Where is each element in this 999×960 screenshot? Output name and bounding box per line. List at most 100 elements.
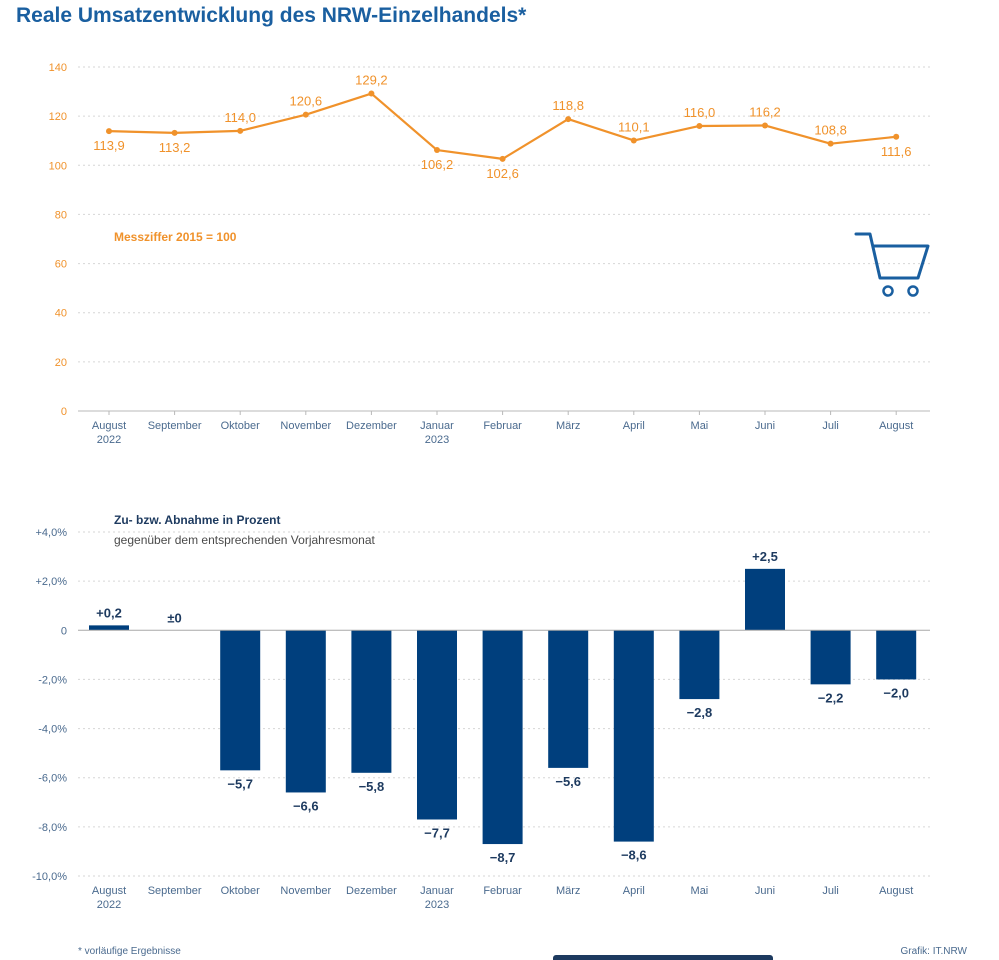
data-point [368, 90, 375, 97]
cart-wheel [882, 285, 894, 297]
bar [548, 630, 589, 768]
x-tick-label: August [879, 885, 913, 897]
bar-chart-title: Zu- bzw. Abnahme in Prozent [114, 513, 280, 527]
data-point [696, 122, 703, 129]
x-tick-label: Februar [483, 885, 522, 897]
x-tick-sublabel: 2023 [425, 434, 449, 446]
bar [351, 630, 392, 773]
x-tick-label: November [280, 420, 331, 432]
x-tick-sublabel: 2022 [97, 434, 121, 446]
bar [679, 630, 720, 700]
y-tick-label: 0 [61, 625, 67, 637]
data-label: −2,8 [687, 705, 713, 720]
x-tick-label: September [148, 885, 202, 897]
y-tick-label: -6,0% [38, 773, 67, 785]
data-label: 102,6 [486, 166, 519, 181]
x-tick-label: Mai [691, 885, 709, 897]
x-tick-label: Juni [755, 885, 775, 897]
y-tick-label: 80 [55, 209, 67, 221]
data-point [565, 116, 572, 123]
y-tick-label: 0 [61, 406, 67, 418]
y-tick-label: 60 [55, 259, 67, 271]
x-tick-label: September [148, 420, 202, 432]
x-tick-sublabel: 2023 [425, 899, 449, 911]
bar [285, 630, 326, 793]
x-tick-sublabel: 2022 [97, 899, 121, 911]
y-tick-label: +2,0% [36, 576, 68, 588]
x-tick-label: Mai [691, 420, 709, 432]
data-point [893, 133, 900, 140]
footer-bar [553, 955, 773, 960]
data-label: 116,0 [684, 105, 716, 120]
data-point [499, 155, 506, 162]
index-annotation: Messziffer 2015 = 100 [114, 230, 237, 244]
y-tick-label: +4,0% [36, 527, 68, 539]
data-label: 120,6 [290, 94, 323, 109]
x-tick-label: März [556, 420, 580, 432]
data-label: 106,2 [421, 157, 454, 172]
data-label: −2,0 [883, 685, 909, 700]
data-point [630, 137, 637, 144]
x-tick-label: Oktober [221, 420, 260, 432]
data-label: −5,8 [359, 779, 385, 794]
bar [876, 630, 917, 680]
x-tick-label: Dezember [346, 885, 397, 897]
x-tick-label: August [879, 420, 913, 432]
data-point [302, 111, 309, 118]
data-label: 129,2 [355, 73, 388, 88]
footnote: * vorläufige Ergebnisse [78, 946, 181, 957]
y-tick-label: -10,0% [32, 871, 67, 883]
x-tick-label: November [280, 885, 331, 897]
x-tick-label: April [623, 885, 645, 897]
x-tick-label: Juli [822, 420, 839, 432]
data-point [762, 122, 768, 129]
source-credit: Grafik: IT.NRW [900, 946, 967, 957]
data-point [237, 127, 244, 134]
data-label: 116,2 [749, 104, 781, 119]
bar [482, 630, 523, 845]
series-line [108, 92, 897, 160]
x-tick-label: Juli [822, 885, 839, 897]
data-label: 113,2 [159, 140, 191, 155]
data-label: 113,9 [93, 138, 125, 153]
bar [613, 630, 654, 842]
y-tick-label: -2,0% [38, 674, 67, 686]
cart-basket [854, 232, 930, 280]
data-point [171, 129, 178, 136]
data-label: −7,7 [424, 825, 450, 840]
y-tick-label: 20 [55, 357, 67, 369]
y-tick-label: 140 [49, 62, 67, 74]
y-tick-label: 40 [55, 308, 67, 320]
cart-wheel [907, 285, 919, 297]
shopping-cart-icon [854, 232, 930, 297]
x-tick-label: März [556, 885, 580, 897]
data-label: 108,8 [814, 123, 847, 138]
data-label: −5,7 [227, 776, 253, 791]
x-tick-label: August [92, 885, 126, 897]
data-label: −2,2 [818, 690, 844, 705]
data-point [434, 147, 440, 154]
x-tick-label: Januar [420, 885, 454, 897]
y-tick-label: 120 [49, 111, 67, 123]
line-chart: 0 20 40 60 80 100 120 140 August 2022 September Okt… [49, 62, 930, 446]
data-label: −8,7 [490, 850, 516, 865]
bar [745, 568, 785, 631]
data-label: ±0 [167, 610, 181, 625]
data-label: +0,2 [96, 605, 122, 620]
x-tick-label: Februar [483, 420, 522, 432]
bar [89, 625, 129, 631]
x-tick-label: Dezember [346, 420, 397, 432]
data-label: −6,6 [293, 798, 319, 813]
bar-chart-subtitle: gegenüber dem entsprechenden Vorjahresmo… [114, 533, 376, 547]
data-label: 118,8 [552, 98, 584, 113]
bar [417, 630, 457, 820]
data-label: −5,6 [555, 774, 581, 789]
x-tick-label: August [92, 420, 126, 432]
y-tick-label: -4,0% [38, 724, 67, 736]
x-tick-label: Januar [420, 420, 454, 432]
data-label: 111,6 [881, 144, 912, 159]
bar-chart: +4,0% +2,0% 0 -2,0% -4,0% -6,0% -8,0% -10,0% Zu-… [32, 513, 930, 911]
x-tick-label: April [623, 420, 645, 432]
data-label: 110,1 [618, 119, 650, 134]
